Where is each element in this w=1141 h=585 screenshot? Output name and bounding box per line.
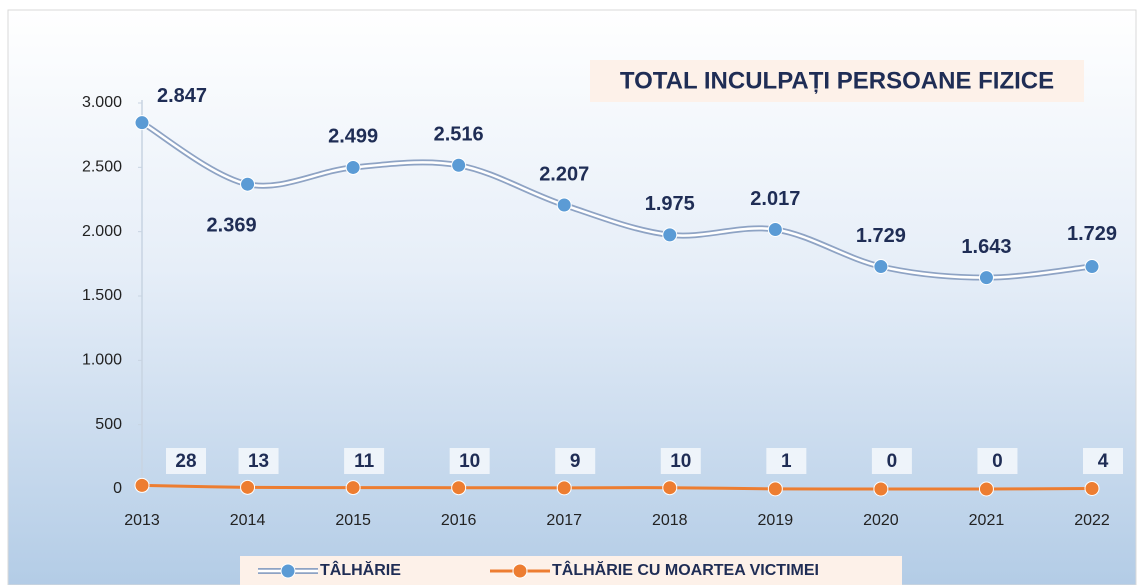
x-tick-label: 2018: [652, 512, 688, 529]
y-tick-label: 500: [95, 416, 122, 433]
marker: [662, 227, 678, 243]
marker: [345, 159, 361, 175]
x-tick-label: 2015: [335, 512, 371, 529]
y-tick-label: 3.000: [82, 94, 122, 111]
data-label: 10: [459, 451, 480, 472]
marker: [873, 481, 889, 497]
marker: [1084, 259, 1100, 275]
data-label-box: [555, 448, 596, 474]
legend-marker: [512, 563, 528, 579]
data-label: 0: [992, 451, 1003, 472]
line-inner: [141, 121, 1093, 279]
y-tick-label: 1.000: [82, 352, 122, 369]
marker: [767, 481, 783, 497]
x-tick-label: 2021: [969, 512, 1005, 529]
marker: [1084, 480, 1100, 496]
y-tick-label: 2.000: [82, 223, 122, 240]
data-label-box: [344, 448, 385, 474]
marker: [873, 259, 889, 275]
data-label: 2.499: [328, 126, 378, 148]
marker: [556, 480, 572, 496]
y-tick-label: 1.500: [82, 287, 122, 304]
marker: [767, 221, 783, 237]
legend-marker: [280, 563, 296, 579]
x-tick-label: 2017: [546, 512, 582, 529]
marker: [345, 480, 361, 496]
marker: [134, 115, 150, 131]
marker: [978, 481, 994, 497]
marker: [451, 157, 467, 173]
data-label: 1.729: [856, 225, 906, 247]
legend-box: [240, 556, 902, 585]
x-tick-label: 2016: [441, 512, 477, 529]
marker: [134, 477, 150, 493]
data-label-box: [977, 448, 1018, 474]
data-label: 4: [1098, 451, 1109, 472]
legend-label: TÂLHĂRIE CU MOARTEA VICTIMEI: [552, 560, 819, 579]
data-label-box: [238, 448, 279, 474]
x-tick-label: 2020: [863, 512, 899, 529]
data-label: 2.847: [157, 85, 207, 107]
data-label: 28: [175, 451, 196, 472]
data-label: 1.975: [645, 193, 695, 215]
data-label: 1: [781, 451, 792, 472]
title-box: [590, 60, 1084, 102]
data-label: 2.207: [539, 163, 589, 185]
data-label: 1.643: [961, 236, 1011, 258]
data-label-box: [449, 448, 490, 474]
data-label-box: [766, 448, 807, 474]
data-label-box: [871, 448, 912, 474]
y-tick-label: 0: [113, 480, 122, 497]
data-label-box: [1083, 448, 1123, 474]
marker: [556, 197, 572, 213]
data-label: 1.729: [1067, 223, 1117, 245]
marker: [662, 480, 678, 496]
data-label: 2.369: [207, 214, 257, 236]
line: [141, 483, 1093, 491]
data-label: 9: [570, 451, 581, 472]
marker: [451, 480, 467, 496]
x-tick-label: 2013: [124, 512, 160, 529]
y-tick-label: 2.500: [82, 159, 122, 176]
legend-label: TÂLHĂRIE: [320, 560, 401, 579]
data-label-box: [166, 448, 206, 474]
marker: [240, 479, 256, 495]
marker: [978, 270, 994, 286]
data-label-box: [660, 448, 701, 474]
data-label: 2.017: [750, 188, 800, 210]
data-label: 2.516: [434, 124, 484, 146]
chart-title: TOTAL INCULPAȚI PERSOANE FIZICE: [620, 67, 1054, 94]
data-label: 11: [354, 451, 375, 472]
marker: [240, 176, 256, 192]
x-tick-label: 2014: [230, 512, 266, 529]
x-tick-label: 2022: [1074, 512, 1110, 529]
x-tick-label: 2019: [758, 512, 794, 529]
data-label: 10: [670, 451, 691, 472]
data-label: 0: [887, 451, 898, 472]
data-label: 13: [248, 451, 269, 472]
